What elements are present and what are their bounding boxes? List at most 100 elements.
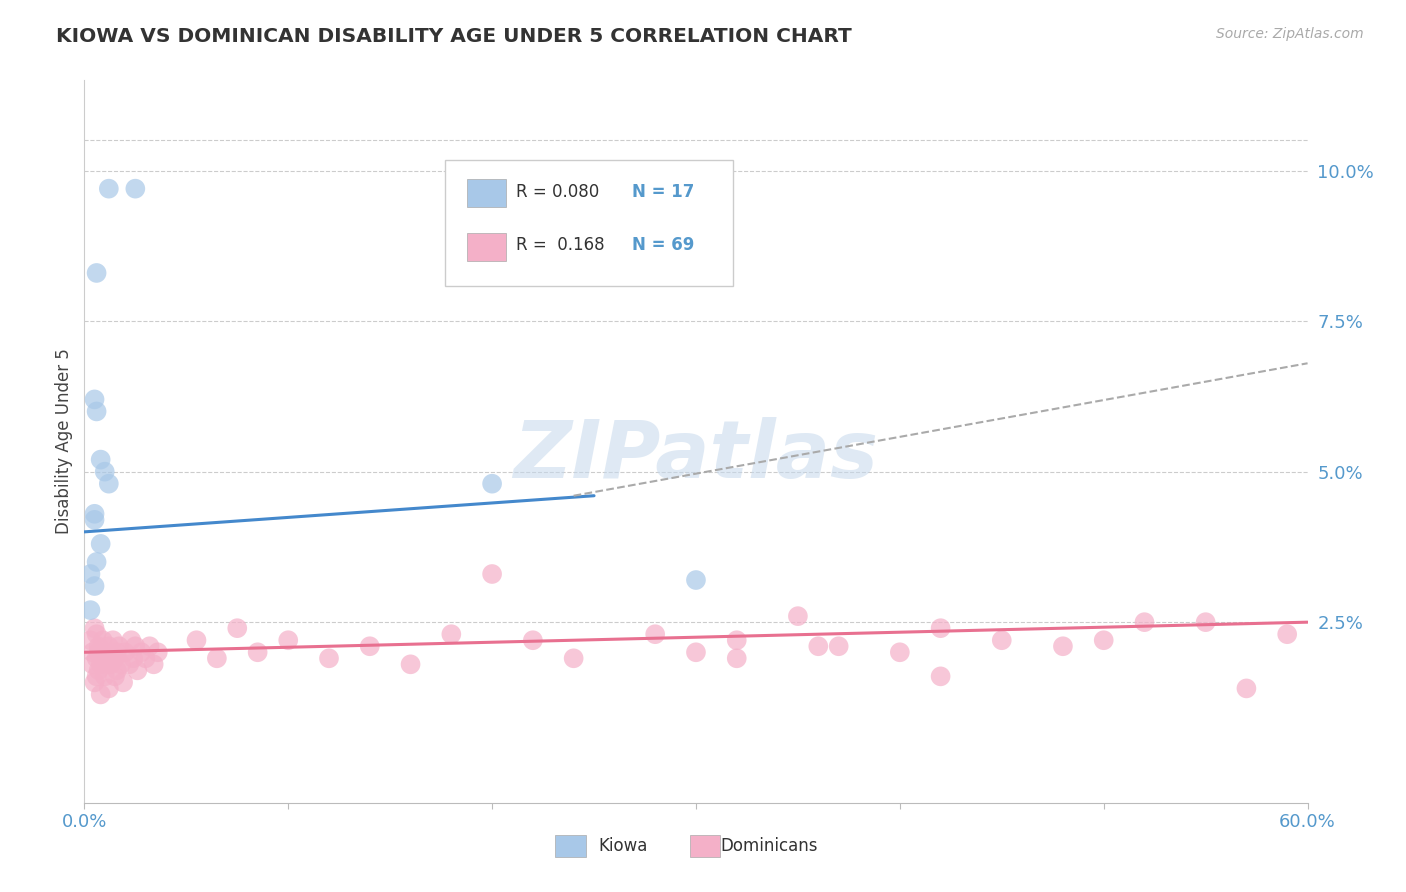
Point <box>1277 627 1299 641</box>
Point <box>105 645 128 659</box>
FancyBboxPatch shape <box>690 835 720 857</box>
Point <box>929 669 952 683</box>
Point <box>83 513 105 527</box>
FancyBboxPatch shape <box>446 160 733 286</box>
Point <box>79 633 101 648</box>
Point <box>83 392 105 407</box>
Point <box>1092 633 1115 648</box>
Point <box>114 645 136 659</box>
Text: ZIPatlas: ZIPatlas <box>513 417 879 495</box>
Point <box>83 621 105 635</box>
Point <box>97 182 120 196</box>
Y-axis label: Disability Age Under 5: Disability Age Under 5 <box>55 349 73 534</box>
Point <box>90 687 112 701</box>
Point <box>725 651 748 665</box>
Point <box>86 404 108 418</box>
Point <box>93 669 115 683</box>
Point <box>86 669 108 683</box>
Point <box>87 664 110 678</box>
Point <box>79 603 101 617</box>
Point <box>87 639 110 653</box>
Point <box>685 573 707 587</box>
Text: KIOWA VS DOMINICAN DISABILITY AGE UNDER 5 CORRELATION CHART: KIOWA VS DOMINICAN DISABILITY AGE UNDER … <box>56 27 852 45</box>
Point <box>246 645 269 659</box>
Point <box>86 627 108 641</box>
Point <box>131 645 153 659</box>
Point <box>685 645 707 659</box>
Point <box>90 657 112 672</box>
Text: Dominicans: Dominicans <box>720 838 818 855</box>
FancyBboxPatch shape <box>467 234 506 260</box>
Point <box>787 609 810 624</box>
Point <box>83 675 105 690</box>
FancyBboxPatch shape <box>467 179 506 207</box>
Point <box>105 664 128 678</box>
Point <box>124 639 146 653</box>
Point <box>226 621 249 635</box>
Point <box>122 651 145 665</box>
Point <box>725 633 748 648</box>
Point <box>522 633 544 648</box>
Point <box>97 639 120 653</box>
Point <box>889 645 911 659</box>
Point <box>97 681 120 696</box>
Point <box>1236 681 1258 696</box>
Point <box>112 675 135 690</box>
Point <box>82 645 104 659</box>
Point <box>124 182 146 196</box>
Point <box>101 633 124 648</box>
Text: Kiowa: Kiowa <box>598 838 648 855</box>
Text: Source: ZipAtlas.com: Source: ZipAtlas.com <box>1216 27 1364 41</box>
Point <box>1195 615 1218 630</box>
Point <box>86 651 108 665</box>
Point <box>83 579 105 593</box>
Point <box>828 639 851 653</box>
Point <box>93 465 115 479</box>
Point <box>108 639 131 653</box>
Point <box>96 651 118 665</box>
Point <box>440 627 463 641</box>
Point <box>104 669 127 683</box>
Point <box>481 476 503 491</box>
Point <box>97 476 120 491</box>
Text: N = 17: N = 17 <box>633 183 695 202</box>
Point <box>100 657 122 672</box>
Point <box>644 627 666 641</box>
Point <box>79 567 101 582</box>
Point <box>359 639 381 653</box>
Point <box>82 657 104 672</box>
Point <box>1052 639 1074 653</box>
Text: N = 69: N = 69 <box>633 236 695 254</box>
Point <box>318 651 340 665</box>
Point <box>91 633 114 648</box>
Point <box>146 645 169 659</box>
Point <box>127 664 149 678</box>
Text: R =  0.168: R = 0.168 <box>516 236 605 254</box>
Point <box>135 651 157 665</box>
Point <box>205 651 228 665</box>
Point <box>991 633 1014 648</box>
Text: R = 0.080: R = 0.080 <box>516 183 599 202</box>
Point <box>138 639 160 653</box>
Point <box>1133 615 1156 630</box>
Point <box>120 633 142 648</box>
Point <box>100 651 122 665</box>
Point <box>90 537 112 551</box>
Point <box>83 507 105 521</box>
Point <box>481 567 503 582</box>
Point <box>86 555 108 569</box>
Point <box>807 639 830 653</box>
Point <box>110 657 132 672</box>
Point <box>90 452 112 467</box>
Point <box>118 657 141 672</box>
Point <box>87 645 110 659</box>
Point <box>93 645 115 659</box>
Point <box>142 657 165 672</box>
Point <box>277 633 299 648</box>
Point <box>104 651 127 665</box>
Point <box>562 651 585 665</box>
FancyBboxPatch shape <box>555 835 586 857</box>
Point <box>86 266 108 280</box>
Point <box>186 633 208 648</box>
Point <box>399 657 422 672</box>
